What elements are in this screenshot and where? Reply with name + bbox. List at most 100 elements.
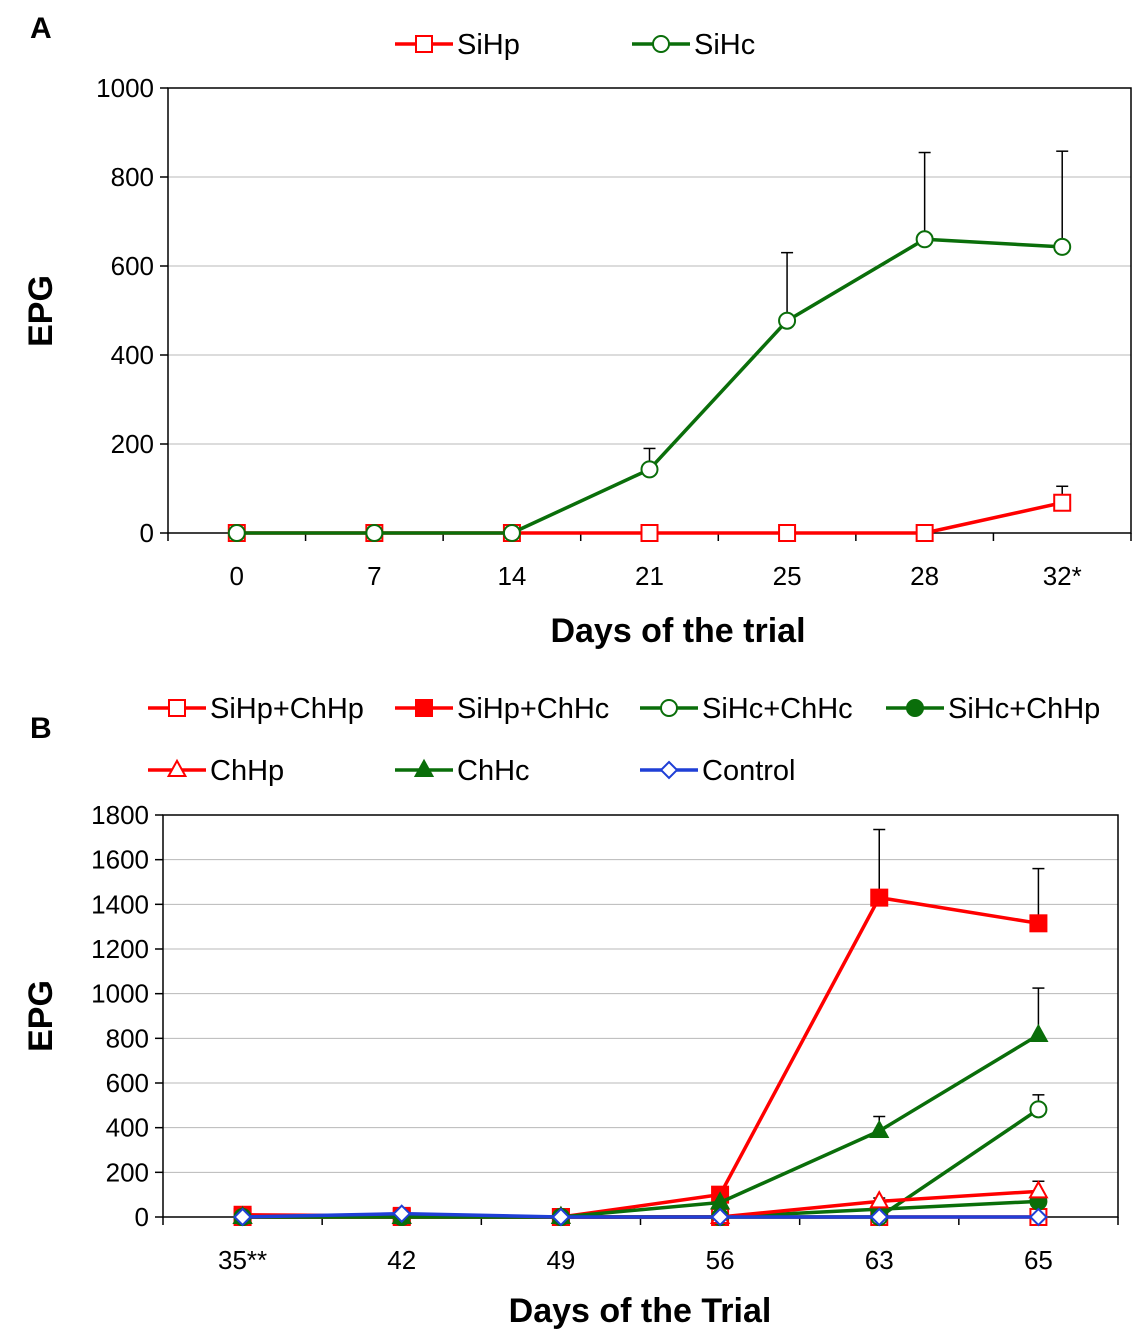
panel-a-legend: SiHp SiHc [395, 29, 755, 61]
panel-b-ticks: 0 200 400 600 800 1000 1200 1400 1600 1800 35** 42 4… [91, 800, 1119, 1275]
panel-a-y-tick-label: 1000 [96, 73, 154, 103]
panel-b-legend-chhc: ChHc [395, 755, 530, 787]
panel-a-series-sihp-point [1053, 493, 1072, 512]
panel-b-y-tick-label: 800 [106, 1023, 149, 1053]
panel-b-x-tick-label: 42 [387, 1245, 416, 1275]
panel-b-legend-chhp-label: ChHp [210, 755, 284, 787]
panel-a-x-tick-label: 14 [497, 561, 526, 591]
panel-a-grid [168, 87, 1131, 445]
panel-a-legend-sihp-swatch-marker [415, 35, 433, 53]
panel-b-series-chhp-point [869, 1190, 890, 1209]
panel-b-x-axis-title: Days of the Trial [509, 1292, 772, 1330]
panel-a-series-sihp-point [915, 524, 934, 542]
panel-b-series-chhc-point [1028, 1023, 1049, 1042]
panel-b-legend-sihp-chhp-label: SiHp+ChHp [210, 693, 364, 725]
panel-a-series-sihc-line [236, 237, 1063, 535]
panel-a-series [227, 150, 1072, 542]
panel-a-series-sihc-point [1053, 237, 1072, 256]
panel-a-series-sihc [227, 150, 1072, 542]
panel-b-series-sihp-chhc-line [242, 895, 1039, 1219]
panel-b-plot-frame [162, 814, 1119, 1218]
panel-b-legend-sihp-chhp: SiHp+ChHp [148, 693, 364, 725]
panel-b-series-chhp-point [1028, 1180, 1049, 1199]
panel-b-x-tick-label: 56 [706, 1245, 735, 1275]
panel-b-y-tick-label: 1800 [91, 800, 149, 830]
panel-b-legend-sihc-chhc-swatch-marker [660, 699, 678, 717]
panel-b-legend-control-label: Control [702, 755, 796, 787]
panel-b-series-control-point [233, 1207, 252, 1227]
panel-b-series-sihp-chhc-point [870, 888, 889, 907]
panel-a-ticks: 0 200 400 600 800 1000 0 7 14 21 25 28 32* [96, 73, 1132, 591]
panel-b-series-control [233, 1204, 1048, 1227]
panel-b-series-sihp-chhc [233, 828, 1048, 1226]
panel-b-series-sihc-chhc-line [242, 1107, 1040, 1219]
panel-b-legend-sihp-chhc-swatch-marker [415, 699, 433, 717]
panel-b-series-control-point [392, 1204, 412, 1224]
panel-b-y-axis-title: EPG [22, 980, 60, 1052]
panel-b: B 0 200 400 600 800 1000 1200 1400 1600 1800 35** 4… [22, 693, 1119, 1330]
panel-b-series-control-point [551, 1207, 571, 1227]
panel-b-series-control-point [1029, 1207, 1048, 1227]
panel-b-legend-chhp: ChHp [148, 755, 284, 787]
panel-a-series-sihc-point [640, 460, 659, 479]
panel-b-y-tick-label: 1200 [91, 934, 149, 964]
panel-a-x-tick-label: 0 [230, 561, 244, 591]
panel-b-series [232, 828, 1049, 1227]
panel-a-legend-sihc: SiHc [632, 29, 755, 61]
panel-a-legend-sihc-label: SiHc [694, 29, 755, 61]
panel-a-series-sihp-point [640, 524, 659, 542]
panel-b-series-control-point [869, 1207, 889, 1227]
panel-b-legend-sihc-chhp-label: SiHc+ChHp [948, 693, 1100, 725]
panel-b-y-tick-label: 1400 [91, 889, 149, 919]
panel-b-y-tick-label: 200 [106, 1157, 149, 1187]
panel-b-legend-sihc-chhc: SiHc+ChHc [640, 693, 853, 725]
panel-b-label: B [30, 712, 52, 745]
panel-a-y-axis-title: EPG [22, 275, 60, 347]
panel-a-y-tick-label: 200 [111, 429, 154, 459]
panel-b-y-tick-label: 0 [135, 1202, 149, 1232]
panel-b-series-chhc-point [869, 1119, 890, 1139]
panel-b-x-tick-label: 35** [218, 1245, 267, 1275]
panel-a-label: A [30, 12, 52, 45]
panel-a-legend-sihc-swatch-marker [652, 35, 670, 53]
panel-a-x-axis-title: Days of the trial [550, 612, 805, 650]
panel-b-grid [163, 814, 1118, 1173]
panel-b-x-tick-label: 49 [546, 1245, 575, 1275]
panel-a-y-tick-label: 0 [140, 518, 154, 548]
panel-b-legend-sihp-chhp-swatch-marker [168, 699, 186, 717]
panel-b-series-chhc-line [242, 1033, 1040, 1219]
panel-a-series-sihc-point [502, 524, 521, 542]
panel-a-x-tick-label: 25 [773, 561, 802, 591]
panel-a-series-sihc-point [227, 524, 246, 542]
panel-b-legend-control-swatch-marker [659, 760, 679, 780]
panel-a-x-tick-label: 7 [367, 561, 381, 591]
panel-b-y-tick-label: 400 [106, 1113, 149, 1143]
panel-a-legend-sihp: SiHp [395, 29, 520, 61]
panel-a-y-tick-label: 400 [111, 340, 154, 370]
panel-b-series-sihp-chhc-point [1029, 914, 1048, 933]
panel-b-legend-control: Control [640, 755, 796, 787]
panel-b-x-tick-label: 65 [1024, 1245, 1053, 1275]
panel-a-series-sihc-point [365, 524, 384, 542]
panel-a-x-tick-label: 21 [635, 561, 664, 591]
panel-b-series-control-point [710, 1207, 730, 1227]
panel-b-x-tick-label: 63 [865, 1245, 894, 1275]
panel-a-legend-sihp-label: SiHp [457, 29, 520, 61]
panel-b-y-tick-label: 600 [106, 1068, 149, 1098]
panel-a-series-sihc-point [778, 311, 797, 330]
panel-b-legend-sihc-chhp-swatch-marker [906, 699, 924, 717]
panel-b-legend-chhp-swatch-marker [166, 758, 188, 777]
panel-a-series-sihc-point [915, 230, 934, 249]
panel-a-x-tick-label: 28 [910, 561, 939, 591]
panel-b-y-tick-label: 1000 [91, 979, 149, 1009]
panel-b-legend: SiHp+ChHp SiHp+ChHc SiHc+ChHc SiHc+ChHp ChHp… [148, 693, 1100, 787]
panel-a-series-sihp-point [778, 524, 797, 542]
panel-a-y-tick-label: 800 [111, 162, 154, 192]
panel-b-legend-chhc-label: ChHc [457, 755, 530, 787]
panel-a-x-tick-label: 32* [1043, 561, 1082, 591]
panel-b-legend-chhc-swatch-marker [413, 758, 435, 777]
panel-b-legend-sihp-chhc-label: SiHp+ChHc [457, 693, 609, 725]
panel-b-legend-sihc-chhp: SiHc+ChHp [886, 693, 1100, 725]
